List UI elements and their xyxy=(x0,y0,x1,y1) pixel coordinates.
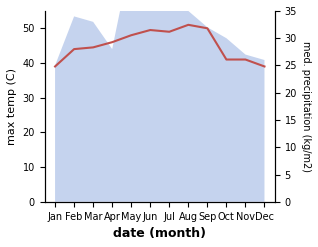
Y-axis label: max temp (C): max temp (C) xyxy=(7,68,17,145)
Y-axis label: med. precipitation (kg/m2): med. precipitation (kg/m2) xyxy=(301,41,311,172)
X-axis label: date (month): date (month) xyxy=(113,227,206,240)
